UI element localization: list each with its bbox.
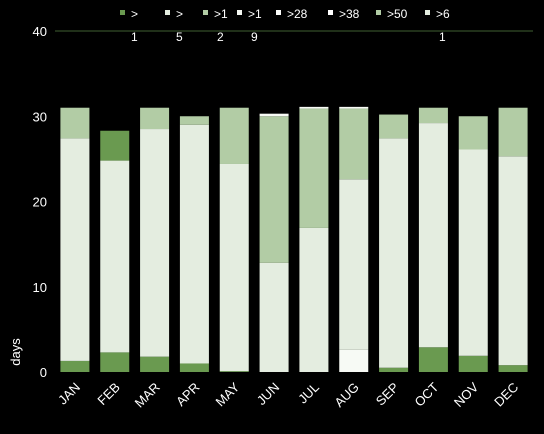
x-tick-label: OCT [412, 379, 442, 409]
x-tick-label: SEP [373, 380, 402, 409]
bar-segment [498, 365, 528, 372]
bar-segment [418, 347, 448, 372]
bar-segment [339, 349, 369, 372]
legend-label: >28 [287, 7, 308, 21]
y-tick-label: 30 [33, 109, 47, 124]
legend-swatch [165, 10, 170, 15]
legend-label: >6 [436, 7, 450, 21]
x-tick-label: JUN [254, 380, 282, 408]
legend-swatch [425, 10, 430, 15]
bars [60, 106, 528, 372]
bar-segment [458, 355, 488, 372]
legend: >1 >5 >1 2 >1 9 >28 >38 >50 >6 1 [120, 7, 450, 44]
y-tick-label: 0 [40, 365, 47, 380]
bar-segment [140, 129, 170, 357]
bar-segment [60, 107, 90, 139]
bar-segment [100, 352, 130, 372]
x-tick-label: DEC [491, 380, 521, 410]
axes: 0 10 20 30 40 [33, 24, 533, 380]
bar-segment [299, 108, 329, 228]
bar-segment [60, 138, 90, 361]
bar-segment [140, 356, 170, 372]
x-tick-label: MAY [213, 379, 243, 409]
bar-segment [259, 116, 289, 263]
legend-swatch [276, 10, 281, 15]
legend-swatch [328, 10, 333, 15]
bar-segment [418, 123, 448, 348]
bar-segment [498, 107, 528, 157]
bar-segment [60, 360, 90, 372]
bar-segment [339, 108, 369, 180]
legend-swatch [237, 10, 242, 15]
bar-segment [299, 227, 329, 372]
bar-segment [179, 116, 209, 125]
x-tick-label: AUG [331, 380, 362, 411]
bar-segment [219, 163, 249, 372]
x-tick-label: FEB [94, 380, 122, 408]
legend-sublabel: 9 [251, 30, 258, 44]
legend-label: >50 [387, 7, 408, 21]
bar-segment [219, 371, 249, 372]
y-tick-label: 40 [33, 24, 47, 39]
bar-segment [458, 116, 488, 150]
legend-label: > [131, 7, 138, 21]
bar-segment [339, 179, 369, 350]
bar-segment [219, 107, 249, 164]
bar-segment [179, 363, 209, 372]
legend-sublabel: 5 [176, 30, 183, 44]
legend-swatch [376, 10, 381, 15]
bar-segment [140, 107, 170, 130]
legend-sublabel: 1 [131, 30, 138, 44]
y-tick-label: 20 [33, 195, 47, 210]
bar-segment [179, 124, 209, 364]
y-axis-label: days [8, 338, 23, 366]
x-tick-label: APR [173, 380, 203, 410]
x-tick-label: NOV [451, 379, 482, 410]
bar-segment [259, 113, 289, 117]
bar-segment [498, 156, 528, 366]
x-tick-label: JUL [295, 380, 322, 407]
legend-label: >1 [248, 7, 262, 21]
legend-sublabel: 1 [439, 30, 446, 44]
legend-label: >38 [339, 7, 360, 21]
bar-segment [379, 367, 409, 372]
x-tick-labels: JAN FEB MAR APR MAY JUN JUL AUG SEP OCT NOV DEC [55, 379, 521, 410]
legend-swatch [120, 10, 125, 15]
legend-swatch [203, 10, 208, 15]
legend-label: > [176, 7, 183, 21]
bar-segment [379, 138, 409, 368]
x-tick-label: MAR [132, 380, 163, 411]
bar-segment [100, 160, 130, 353]
bar-segment [299, 106, 329, 109]
bar-segment [339, 106, 369, 109]
y-tick-label: 10 [33, 280, 47, 295]
x-tick-label: JAN [55, 380, 83, 408]
bar-segment [100, 130, 130, 161]
bar-segment [418, 107, 448, 124]
bar-segment [458, 149, 488, 356]
legend-label: >1 [214, 7, 228, 21]
legend-sublabel: 2 [217, 30, 224, 44]
bar-segment [379, 114, 409, 139]
bar-segment [259, 262, 289, 372]
